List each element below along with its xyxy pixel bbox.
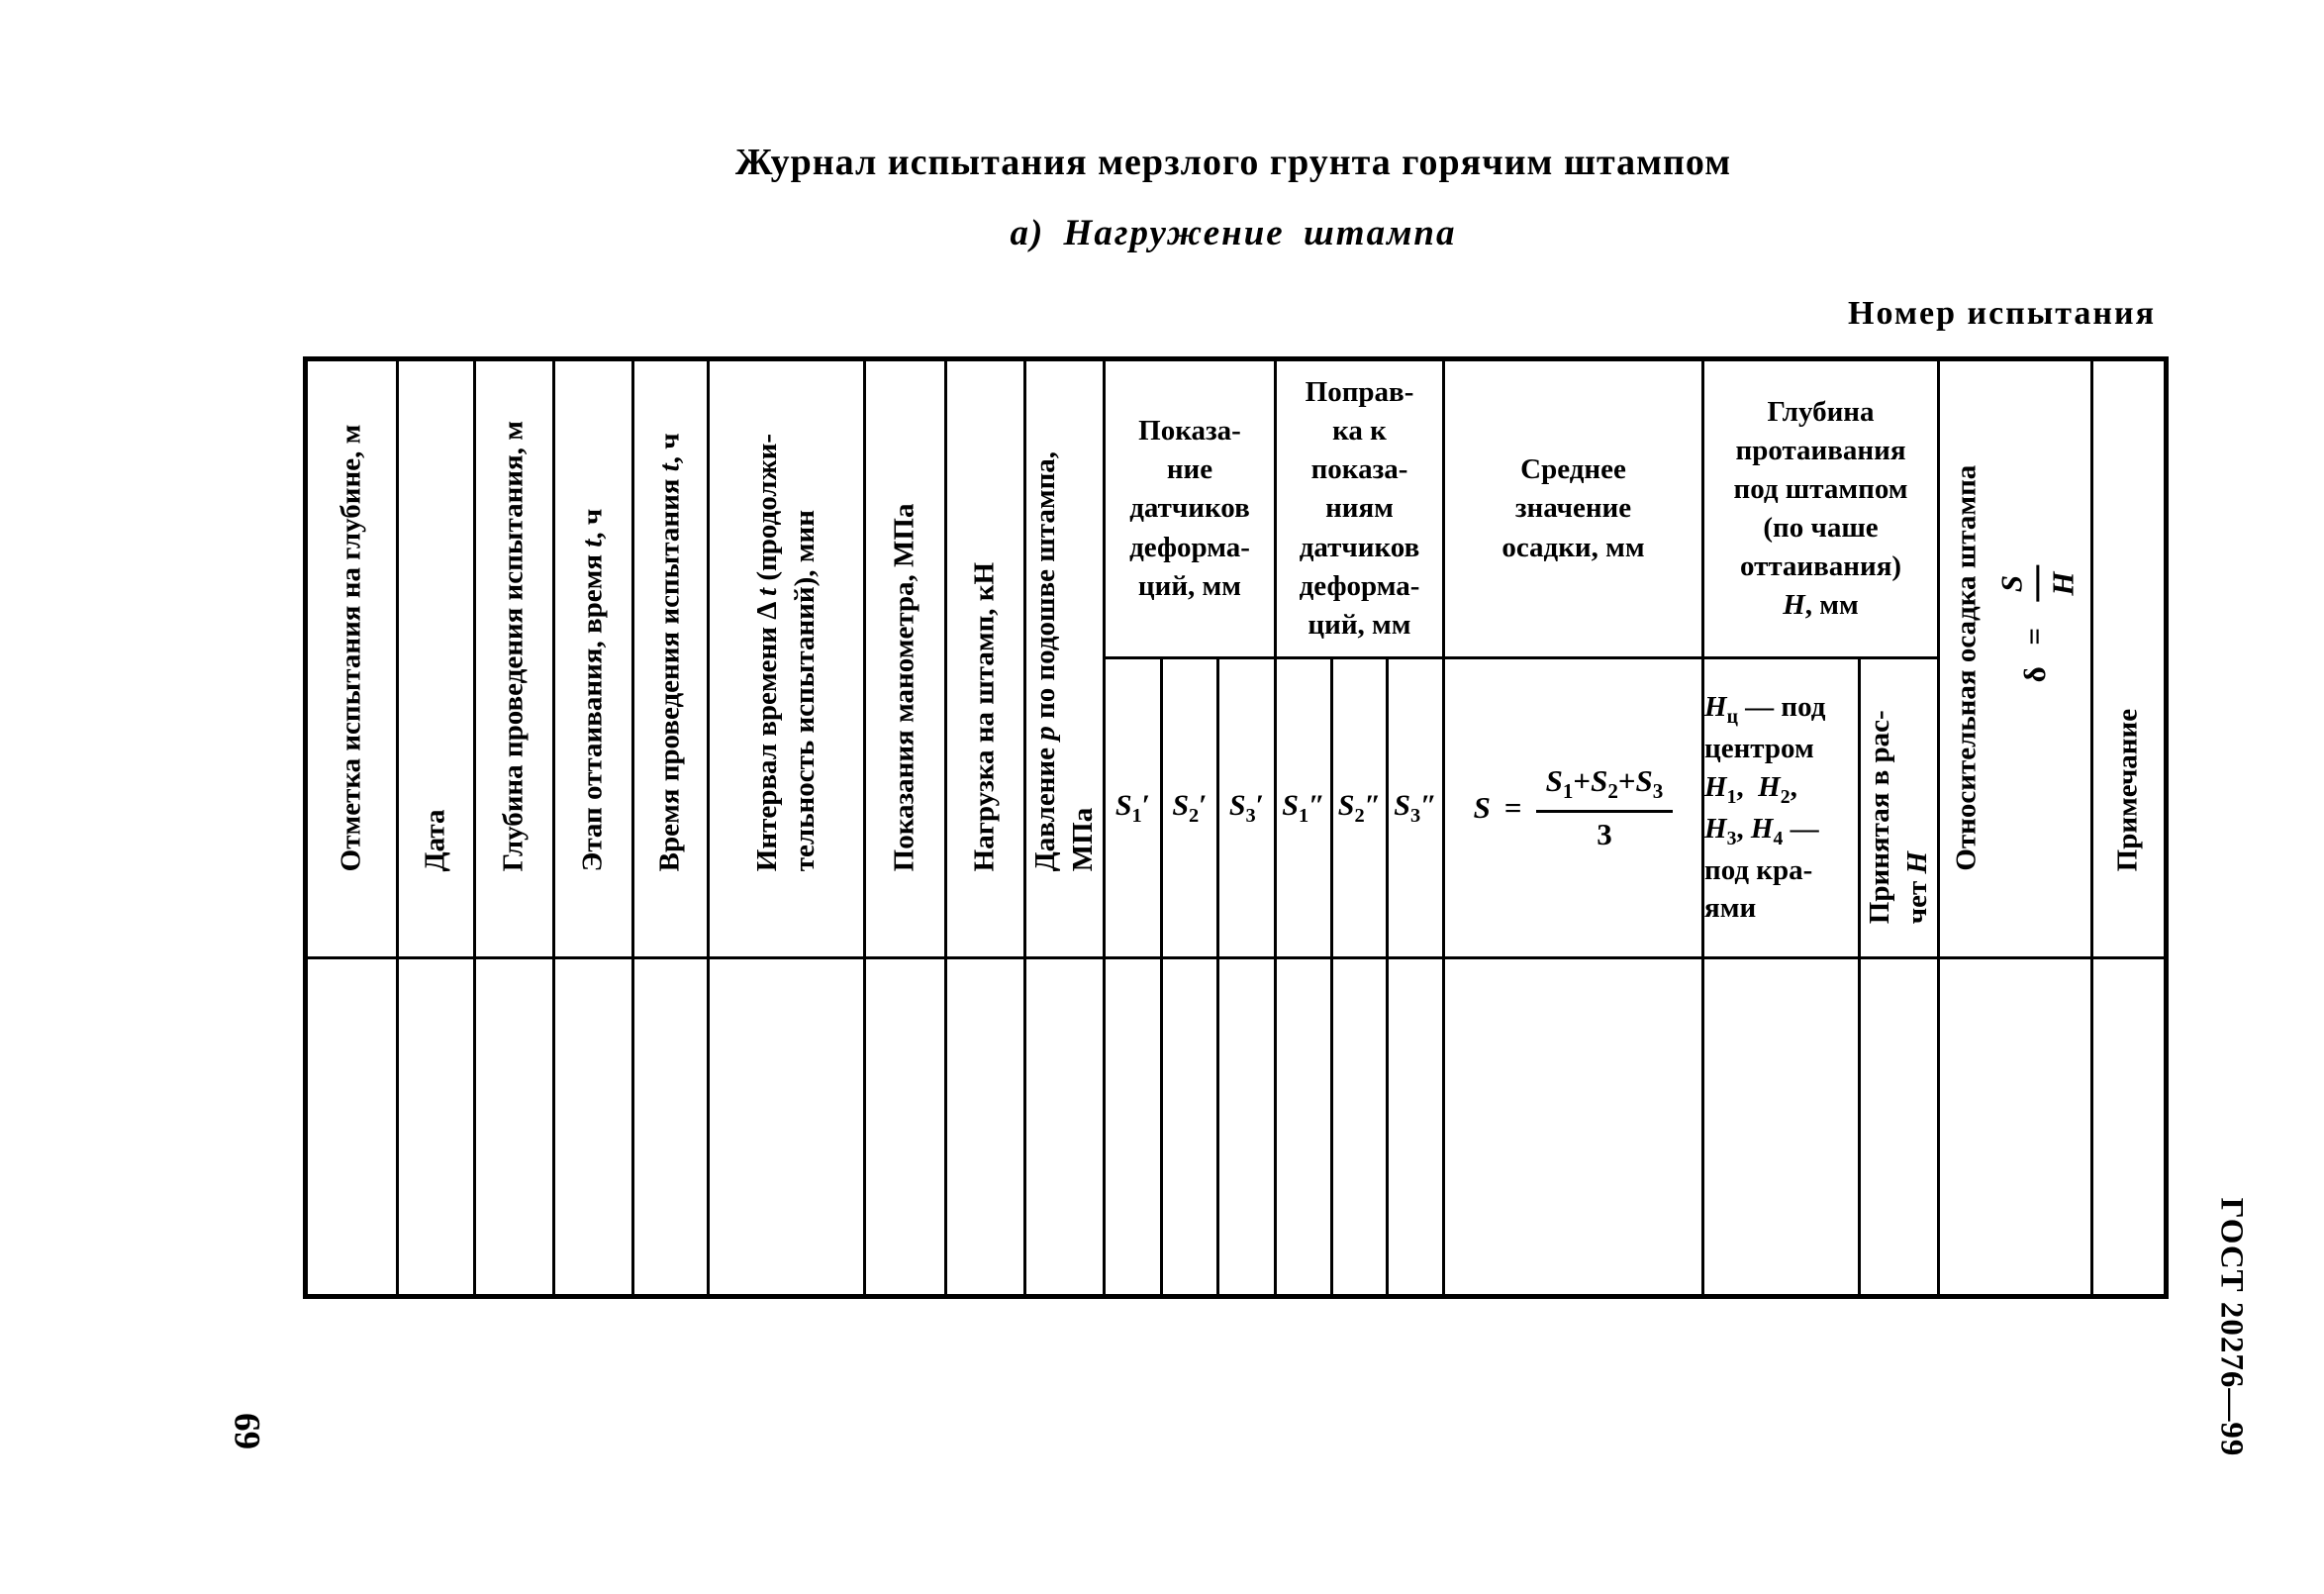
- body-cell: [863, 956, 947, 1298]
- body-cell: [473, 956, 555, 1298]
- body-cell: [1160, 956, 1219, 1298]
- col-depth: Глубина проведения испытания, м: [473, 357, 555, 959]
- fraction-s-over-h: S H: [1990, 565, 2083, 603]
- fraction-denominator: 3: [1597, 816, 1612, 851]
- body-cell: [1330, 956, 1389, 1298]
- col-note: Примечание: [2090, 357, 2169, 959]
- subcol-thaw-points: Hц — под центром H1, H2, H3, H4 — под кра-ям…: [1701, 656, 1861, 959]
- col-load: Нагрузка на штамп, кН: [944, 357, 1026, 959]
- col-date-label: Дата: [419, 809, 451, 871]
- subcol-s2-prime: S2′: [1160, 656, 1219, 959]
- col-thaw-stage: Этап оттаивания, время t, ч: [552, 357, 634, 959]
- col-pressure: Давление p по подошве штампа, МПа: [1023, 357, 1106, 959]
- group-sensor-readings: Показа-ние датчиков деформа-ций, мм: [1103, 357, 1277, 659]
- subcol-s1-dprime: S1″: [1274, 656, 1333, 959]
- col-depth-label: Глубина проведения испытания, м: [497, 420, 530, 871]
- body-cell: [1386, 956, 1445, 1298]
- formula-delta: δ: [2015, 666, 2051, 683]
- mean-settlement-formula-cell: S = S1+S2+S3 3: [1442, 656, 1704, 959]
- subcol-accepted-h-label: Принятая в рас-чет H: [1863, 710, 1933, 925]
- col-thaw-stage-label: Этап оттаивания, время t, ч: [576, 508, 609, 871]
- body-cell: [396, 956, 476, 1298]
- group-sensor-corrections: Поправ-ка к показа-ниям датчиков деформа-ци…: [1274, 357, 1445, 659]
- formula-equals: =: [1503, 790, 1522, 825]
- body-cell: [1023, 956, 1106, 1298]
- col-interval: Интервал времени Δ t (продолжи-тельность…: [707, 357, 866, 959]
- body-cell: [1701, 956, 1861, 1298]
- header-row-1: Отметка испытания на глубине, м Дата Глу…: [304, 357, 2169, 959]
- col-interval-label: Интервал времени Δ t (продолжи-тельность…: [750, 433, 821, 871]
- col-date: Дата: [396, 357, 476, 959]
- page-number: 69: [227, 1412, 268, 1449]
- col-gauge: Показания манометра, МПа: [863, 357, 947, 959]
- fraction-numerator: S1+S2+S3: [1535, 763, 1674, 813]
- body-cell: [2090, 956, 2169, 1298]
- col-mark-label: Отметка испытания на глубине, м: [335, 424, 367, 871]
- group-thaw-depth: Глубина протаивания под штампом (по чаше отт…: [1700, 357, 1941, 659]
- formula-equals: =: [2015, 628, 2051, 646]
- body-cell: [707, 956, 866, 1298]
- subcol-s1-prime: S1′: [1103, 656, 1163, 959]
- fraction-numerator: S: [1990, 565, 2039, 603]
- col-test-time-label: Время проведения испытания t, ч: [653, 432, 686, 871]
- body-cell: [1442, 956, 1704, 1298]
- body-cell: [1857, 956, 1941, 1298]
- fraction-mean: S1+S2+S3 3: [1535, 763, 1674, 851]
- col-pressure-label: Давление p по подошве штампа, МПа: [1028, 450, 1099, 871]
- body-cell: [304, 956, 399, 1298]
- col-gauge-label: Показания манометра, МПа: [888, 503, 920, 871]
- body-cell: [1216, 956, 1277, 1298]
- col-test-time: Время проведения испытания t, ч: [631, 357, 710, 959]
- subcol-s3-dprime: S3″: [1386, 656, 1445, 959]
- journal-table: Отметка испытания на глубине, м Дата Глу…: [303, 356, 2170, 1299]
- page-subtitle: а) Нагружение штампа: [1010, 213, 1457, 253]
- body-row: [304, 956, 2169, 1298]
- subcol-s3-prime: S3′: [1216, 656, 1277, 959]
- body-cell: [944, 956, 1026, 1298]
- test-number-label: Номер испытания: [1848, 295, 2156, 332]
- body-cell: [1937, 956, 2094, 1298]
- relative-settlement-formula: δ = S H: [1990, 377, 2083, 871]
- body-cell: [1274, 956, 1333, 1298]
- standard-ref: ГОСТ 20276—99: [2213, 1197, 2250, 1456]
- formula-lhs-s: S: [1473, 790, 1491, 825]
- header-row-2: S1′ S2′ S3′ S1″ S2″ S3″ S = S1+S2+S3 3 H…: [306, 656, 2167, 959]
- fraction-denominator: H: [2044, 571, 2080, 596]
- col-note-label: Примечание: [2111, 708, 2144, 871]
- body-cell: [631, 956, 710, 1298]
- body-cell: [1103, 956, 1163, 1298]
- body-cell: [552, 956, 634, 1298]
- col-mark: Отметка испытания на глубине, м: [304, 357, 399, 959]
- col-load-label: Нагрузка на штамп, кН: [968, 561, 1001, 871]
- col-relative-settlement: Относительная осадка штампа δ = S H: [1937, 357, 2094, 959]
- page-title: Журнал испытания мерзлого грунта горячим…: [734, 142, 1732, 183]
- subcol-s2-dprime: S2″: [1330, 656, 1389, 959]
- group-mean-settlement: Среднее значение осадки, мм: [1442, 357, 1704, 659]
- subcol-accepted-h: Принятая в рас-чет H: [1857, 656, 1941, 959]
- col-relative-settlement-label: Относительная осадка штампа: [1949, 465, 1982, 871]
